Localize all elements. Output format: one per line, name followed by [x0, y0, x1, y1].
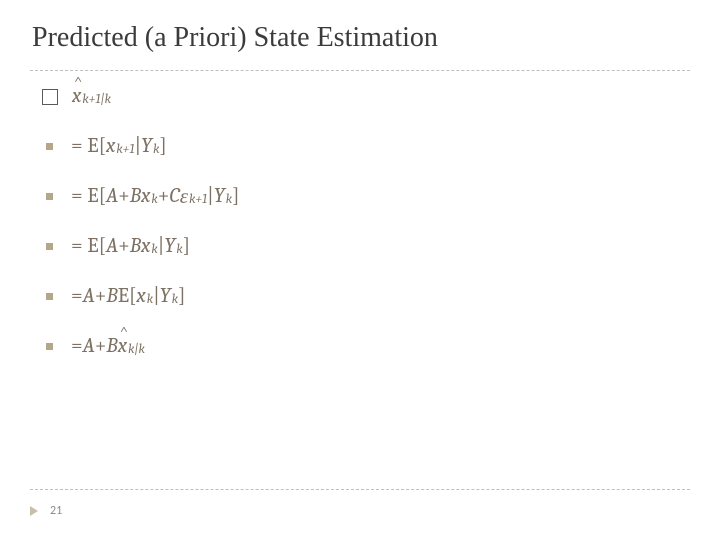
op-eq: =: [71, 334, 83, 358]
subscript: k: [153, 142, 159, 157]
var-A: A: [106, 184, 118, 208]
var-x: x: [106, 134, 115, 158]
subscript: k: [151, 242, 157, 257]
op-plus: +: [118, 234, 130, 258]
page-number: 21: [50, 504, 62, 518]
close-bracket: ]: [178, 284, 185, 308]
op-E: E[: [118, 284, 137, 308]
equation-row-3: = E[A + Bxk|Yk]: [42, 230, 680, 262]
var-Y: Y: [214, 184, 225, 208]
var-B: B: [106, 284, 117, 308]
op-plus: +: [158, 184, 170, 208]
op-eq-e: = E[: [71, 134, 106, 158]
title-divider: [30, 70, 690, 71]
var-A: A: [106, 234, 118, 258]
math-expr-5: = A + Bxk|k: [71, 334, 145, 358]
var-B: B: [130, 234, 141, 258]
op-eq-e: = E[: [71, 234, 106, 258]
slide-title: Predicted (a Priori) State Estimation: [32, 22, 438, 54]
content-area: xk+1|k = E[xk+1|Yk] = E[A + Bxk + Cεk+1|…: [42, 80, 680, 380]
subscript: k: [172, 292, 178, 307]
equation-row-5: = A + Bxk|k: [42, 330, 680, 362]
var-B: B: [130, 184, 141, 208]
op-cond: |: [207, 184, 214, 208]
square-bullet-icon: [46, 243, 53, 250]
math-expr-0: xk+1|k: [72, 84, 111, 108]
subscript: k+1|k: [82, 92, 111, 107]
var-C: C: [169, 184, 179, 208]
subscript: k+1: [116, 142, 134, 157]
op-cond: |: [134, 134, 141, 158]
op-cond: |: [158, 234, 165, 258]
footer-divider: [30, 489, 690, 490]
var-x: x: [141, 234, 150, 258]
subscript: k: [176, 242, 182, 257]
var-Y: Y: [160, 284, 171, 308]
var-Y: Y: [164, 234, 175, 258]
var-x: x: [136, 284, 145, 308]
op-plus: +: [95, 284, 107, 308]
close-bracket: ]: [232, 184, 239, 208]
math-expr-4: = A + B E[xk|Yk]: [71, 284, 185, 308]
var-xhat: x: [72, 84, 81, 108]
op-eq: =: [71, 284, 83, 308]
var-xhat: x: [118, 334, 127, 358]
close-bracket: ]: [183, 234, 190, 258]
op-plus: +: [118, 184, 130, 208]
var-eps: ε: [180, 184, 188, 209]
subscript: k: [226, 192, 232, 207]
square-bullet-icon: [46, 193, 53, 200]
square-bullet-icon: [46, 143, 53, 150]
math-expr-3: = E[A + Bxk|Yk]: [71, 234, 190, 258]
var-B: B: [106, 334, 117, 358]
var-Y: Y: [141, 134, 152, 158]
var-A: A: [83, 284, 95, 308]
math-expr-1: = E[xk+1|Yk]: [71, 134, 167, 158]
equation-row-2: = E[A + Bxk + Cεk+1|Yk]: [42, 180, 680, 212]
equation-row-1: = E[xk+1|Yk]: [42, 130, 680, 162]
equation-row-0: xk+1|k: [42, 80, 680, 112]
op-eq-e: = E[: [71, 184, 106, 208]
hollow-bullet-icon: [42, 89, 58, 105]
subscript: k: [151, 192, 157, 207]
var-x: x: [141, 184, 150, 208]
close-bracket: ]: [159, 134, 166, 158]
square-bullet-icon: [46, 343, 53, 350]
var-A: A: [83, 334, 95, 358]
subscript: k: [147, 292, 153, 307]
op-cond: |: [153, 284, 160, 308]
square-bullet-icon: [46, 293, 53, 300]
subscript: k|k: [128, 342, 145, 357]
slide: Predicted (a Priori) State Estimation xk…: [0, 0, 720, 540]
math-expr-2: = E[A + Bxk + Cεk+1|Yk]: [71, 184, 240, 209]
footer-arrow-icon: [30, 506, 38, 516]
op-plus: +: [95, 334, 107, 358]
equation-row-4: = A + B E[xk|Yk]: [42, 280, 680, 312]
subscript: k+1: [189, 192, 207, 207]
